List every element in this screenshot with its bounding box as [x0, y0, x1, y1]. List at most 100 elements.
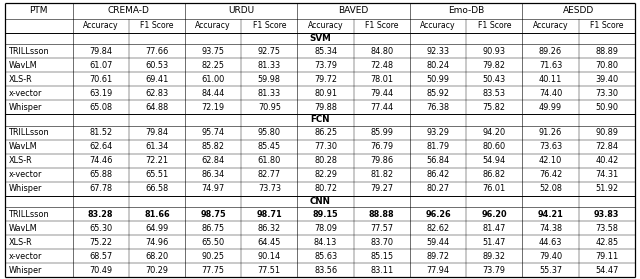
Text: 81.82: 81.82 [371, 170, 394, 179]
Text: 73.79: 73.79 [314, 61, 337, 70]
Text: 76.38: 76.38 [426, 103, 450, 112]
Text: CNN: CNN [310, 197, 330, 206]
Text: 63.19: 63.19 [89, 89, 112, 98]
Text: Accuracy: Accuracy [195, 21, 231, 30]
Text: 55.37: 55.37 [539, 266, 562, 275]
Text: 85.63: 85.63 [314, 252, 337, 261]
Text: 60.53: 60.53 [145, 61, 168, 70]
Text: 90.25: 90.25 [202, 252, 225, 261]
Text: 64.99: 64.99 [145, 224, 168, 233]
Text: 98.71: 98.71 [257, 210, 282, 219]
Text: 72.19: 72.19 [202, 103, 225, 112]
Text: 76.79: 76.79 [371, 142, 394, 151]
Text: URDU: URDU [228, 6, 254, 15]
Text: 62.64: 62.64 [89, 142, 112, 151]
Text: 93.83: 93.83 [594, 210, 620, 219]
Text: CREMA-D: CREMA-D [108, 6, 150, 15]
Text: 77.57: 77.57 [371, 224, 394, 233]
Text: 85.82: 85.82 [202, 142, 225, 151]
Text: 89.26: 89.26 [539, 47, 562, 56]
Text: 50.90: 50.90 [595, 103, 618, 112]
Text: 80.28: 80.28 [314, 156, 337, 165]
Text: 86.82: 86.82 [483, 170, 506, 179]
Text: 76.01: 76.01 [483, 184, 506, 193]
Text: 39.40: 39.40 [595, 75, 618, 84]
Text: BAVED: BAVED [339, 6, 369, 15]
Text: 96.20: 96.20 [481, 210, 507, 219]
Text: 95.74: 95.74 [202, 128, 225, 137]
Text: 51.92: 51.92 [595, 184, 618, 193]
Text: FCN: FCN [310, 116, 330, 124]
Text: 44.63: 44.63 [539, 238, 562, 247]
Text: 65.50: 65.50 [202, 238, 225, 247]
Text: 67.78: 67.78 [89, 184, 112, 193]
Text: 70.61: 70.61 [89, 75, 112, 84]
Text: 73.63: 73.63 [539, 142, 562, 151]
Text: 80.72: 80.72 [314, 184, 337, 193]
Text: Accuracy: Accuracy [308, 21, 344, 30]
Text: 40.11: 40.11 [539, 75, 562, 84]
Text: 75.22: 75.22 [89, 238, 112, 247]
Text: 82.62: 82.62 [426, 224, 450, 233]
Text: 69.41: 69.41 [145, 75, 168, 84]
Text: 81.52: 81.52 [89, 128, 112, 137]
Text: 56.84: 56.84 [426, 156, 450, 165]
Text: Emo-DB: Emo-DB [448, 6, 484, 15]
Text: 79.27: 79.27 [371, 184, 394, 193]
Text: Accuracy: Accuracy [420, 21, 456, 30]
Text: TRILLsson: TRILLsson [9, 210, 50, 219]
Text: 62.83: 62.83 [145, 89, 168, 98]
Text: 61.07: 61.07 [89, 61, 112, 70]
Text: AESDD: AESDD [563, 6, 595, 15]
Text: 77.51: 77.51 [258, 266, 281, 275]
Text: 79.84: 79.84 [145, 128, 168, 137]
Text: 80.27: 80.27 [426, 184, 449, 193]
Text: 61.00: 61.00 [202, 75, 225, 84]
Text: 74.31: 74.31 [595, 170, 618, 179]
Text: 78.09: 78.09 [314, 224, 337, 233]
Text: 90.14: 90.14 [258, 252, 281, 261]
Text: 88.88: 88.88 [369, 210, 395, 219]
Text: XLS-R: XLS-R [9, 75, 33, 84]
Text: 89.32: 89.32 [483, 252, 506, 261]
Text: Accuracy: Accuracy [83, 21, 118, 30]
Text: 72.48: 72.48 [371, 61, 394, 70]
Text: 93.75: 93.75 [202, 47, 225, 56]
Text: 73.58: 73.58 [595, 224, 618, 233]
Text: 54.47: 54.47 [595, 266, 618, 275]
Text: x-vector: x-vector [9, 89, 42, 98]
Text: 81.33: 81.33 [258, 61, 281, 70]
Text: 51.47: 51.47 [483, 238, 506, 247]
Text: 98.75: 98.75 [200, 210, 226, 219]
Text: 94.21: 94.21 [538, 210, 563, 219]
Text: 83.70: 83.70 [371, 238, 394, 247]
Text: 94.20: 94.20 [483, 128, 506, 137]
Text: 93.29: 93.29 [426, 128, 449, 137]
Text: 79.84: 79.84 [89, 47, 112, 56]
Text: 59.44: 59.44 [426, 238, 450, 247]
Text: 70.95: 70.95 [258, 103, 281, 112]
Text: 85.15: 85.15 [371, 252, 394, 261]
Text: 70.29: 70.29 [145, 266, 168, 275]
Text: 82.29: 82.29 [314, 170, 337, 179]
Text: 86.75: 86.75 [202, 224, 225, 233]
Text: F1 Score: F1 Score [140, 21, 173, 30]
Text: 79.11: 79.11 [595, 252, 618, 261]
Text: 84.80: 84.80 [371, 47, 394, 56]
Text: TRILLsson: TRILLsson [9, 47, 50, 56]
Text: 77.94: 77.94 [426, 266, 450, 275]
Text: Whisper: Whisper [9, 266, 42, 275]
Text: 52.08: 52.08 [539, 184, 562, 193]
Text: 79.88: 79.88 [314, 103, 337, 112]
Text: 81.47: 81.47 [483, 224, 506, 233]
Text: 73.73: 73.73 [258, 184, 281, 193]
Text: 84.44: 84.44 [202, 89, 225, 98]
Text: 82.25: 82.25 [202, 61, 225, 70]
Text: 90.89: 90.89 [595, 128, 618, 137]
Text: 91.26: 91.26 [539, 128, 562, 137]
Text: WavLM: WavLM [9, 224, 38, 233]
Text: 95.80: 95.80 [258, 128, 281, 137]
Text: 79.44: 79.44 [370, 89, 394, 98]
Text: 42.10: 42.10 [539, 156, 562, 165]
Text: 68.20: 68.20 [145, 252, 168, 261]
